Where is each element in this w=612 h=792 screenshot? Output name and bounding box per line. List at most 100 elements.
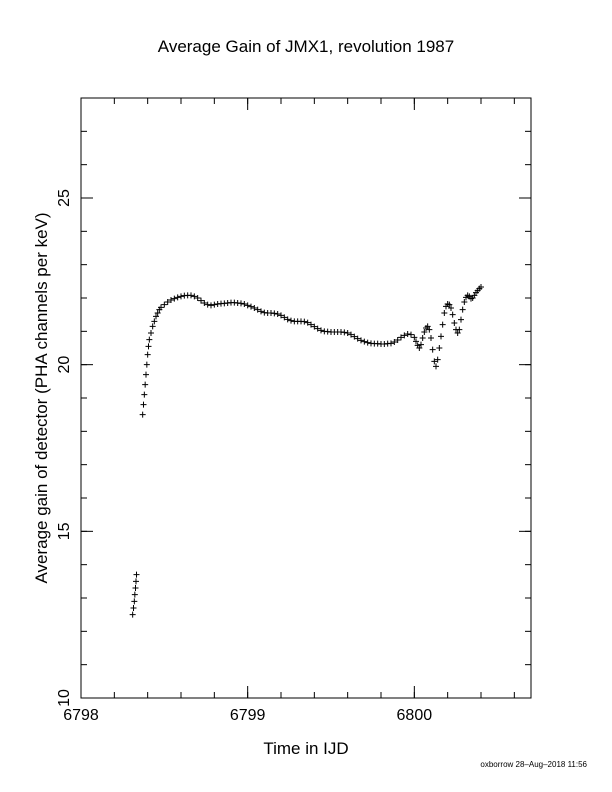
data-point bbox=[145, 343, 152, 350]
data-point bbox=[271, 310, 278, 317]
data-point bbox=[438, 333, 444, 340]
data-point bbox=[428, 335, 434, 341]
data-point bbox=[171, 295, 178, 302]
data-point bbox=[194, 295, 201, 301]
data-point bbox=[133, 578, 139, 585]
data-point bbox=[131, 598, 138, 605]
data-point bbox=[198, 297, 204, 304]
data-point bbox=[424, 323, 431, 330]
plot-frame bbox=[80, 97, 532, 699]
data-point bbox=[131, 591, 138, 598]
data-point bbox=[132, 585, 139, 591]
data-point bbox=[404, 331, 411, 337]
axis-ticks bbox=[80, 97, 531, 699]
data-point bbox=[361, 338, 368, 345]
data-point bbox=[304, 319, 311, 326]
data-point bbox=[248, 303, 254, 310]
data-point bbox=[408, 331, 414, 338]
data-point bbox=[351, 333, 358, 340]
data-point bbox=[130, 605, 137, 611]
data-point bbox=[344, 330, 351, 336]
data-point bbox=[143, 371, 149, 378]
data-point bbox=[311, 323, 318, 330]
data-point bbox=[454, 330, 461, 336]
data-point bbox=[144, 351, 151, 358]
data-point bbox=[168, 297, 174, 303]
data-point bbox=[308, 321, 314, 328]
data-point bbox=[238, 300, 244, 307]
data-point bbox=[174, 294, 181, 301]
y-tick-label: 10 bbox=[56, 689, 73, 707]
data-point bbox=[143, 361, 150, 368]
data-point bbox=[449, 311, 456, 318]
data-point bbox=[288, 317, 294, 324]
y-axis-label: Average gain of detector (PHA channels p… bbox=[32, 212, 51, 583]
data-point bbox=[394, 337, 401, 343]
data-point bbox=[434, 356, 441, 363]
data-point bbox=[254, 306, 261, 313]
footer-timestamp: oxborrow 28–Aug–2018 11:56 bbox=[480, 760, 587, 769]
data-point bbox=[341, 329, 348, 336]
data-point bbox=[458, 316, 464, 323]
data-point bbox=[158, 304, 164, 311]
data-point bbox=[251, 305, 258, 311]
data-point bbox=[140, 401, 147, 408]
data-point bbox=[151, 318, 158, 325]
data-point bbox=[318, 327, 324, 334]
data-point bbox=[129, 611, 136, 618]
data-point bbox=[388, 340, 394, 347]
data-point bbox=[211, 301, 218, 308]
data-point bbox=[446, 301, 453, 308]
data-point bbox=[439, 321, 446, 328]
chart-title: Average Gain of JMX1, revolution 1987 bbox=[158, 37, 454, 56]
x-tick-label: 6800 bbox=[397, 707, 433, 724]
data-point bbox=[191, 293, 198, 300]
data-point bbox=[398, 334, 404, 341]
data-point bbox=[314, 325, 321, 332]
tick-labels: 6798 6799 6800 10 15 20 25 bbox=[56, 189, 432, 724]
data-point bbox=[154, 310, 161, 316]
data-point bbox=[149, 323, 156, 330]
x-tick-label: 6798 bbox=[63, 707, 99, 724]
data-point bbox=[161, 301, 168, 308]
data-point bbox=[278, 312, 284, 319]
data-point bbox=[411, 334, 418, 341]
data-point bbox=[208, 302, 214, 309]
data-point bbox=[281, 314, 288, 321]
data-point bbox=[148, 330, 154, 336]
y-tick-label: 15 bbox=[56, 522, 73, 540]
x-tick-label: 6799 bbox=[230, 707, 266, 724]
data-point bbox=[431, 358, 438, 365]
data-point bbox=[456, 326, 463, 333]
data-point bbox=[436, 345, 443, 351]
data-point bbox=[258, 308, 264, 315]
data-point bbox=[448, 305, 454, 311]
x-axis-label: Time in IJD bbox=[263, 739, 348, 758]
data-point bbox=[419, 335, 426, 341]
data-point bbox=[153, 313, 159, 320]
data-point bbox=[178, 293, 184, 300]
data-point bbox=[451, 320, 458, 326]
data-point bbox=[164, 299, 171, 305]
y-tick-label: 20 bbox=[56, 356, 73, 374]
data-point bbox=[416, 345, 423, 351]
data-point bbox=[433, 363, 439, 370]
data-point bbox=[244, 302, 251, 309]
data-point bbox=[429, 346, 436, 353]
data-point bbox=[201, 300, 208, 306]
data-point bbox=[133, 571, 140, 578]
data-point bbox=[188, 292, 194, 299]
data-point bbox=[284, 316, 291, 323]
data-point bbox=[413, 338, 419, 345]
data-point bbox=[354, 335, 361, 342]
y-tick-label: 25 bbox=[56, 189, 73, 207]
data-point bbox=[139, 411, 146, 418]
data-point bbox=[461, 299, 468, 305]
data-point bbox=[358, 337, 364, 344]
data-point bbox=[418, 341, 424, 348]
data-point bbox=[391, 339, 398, 345]
data-point bbox=[141, 391, 148, 398]
data-point bbox=[441, 310, 448, 316]
data-point bbox=[241, 301, 248, 307]
data-point bbox=[421, 329, 428, 335]
